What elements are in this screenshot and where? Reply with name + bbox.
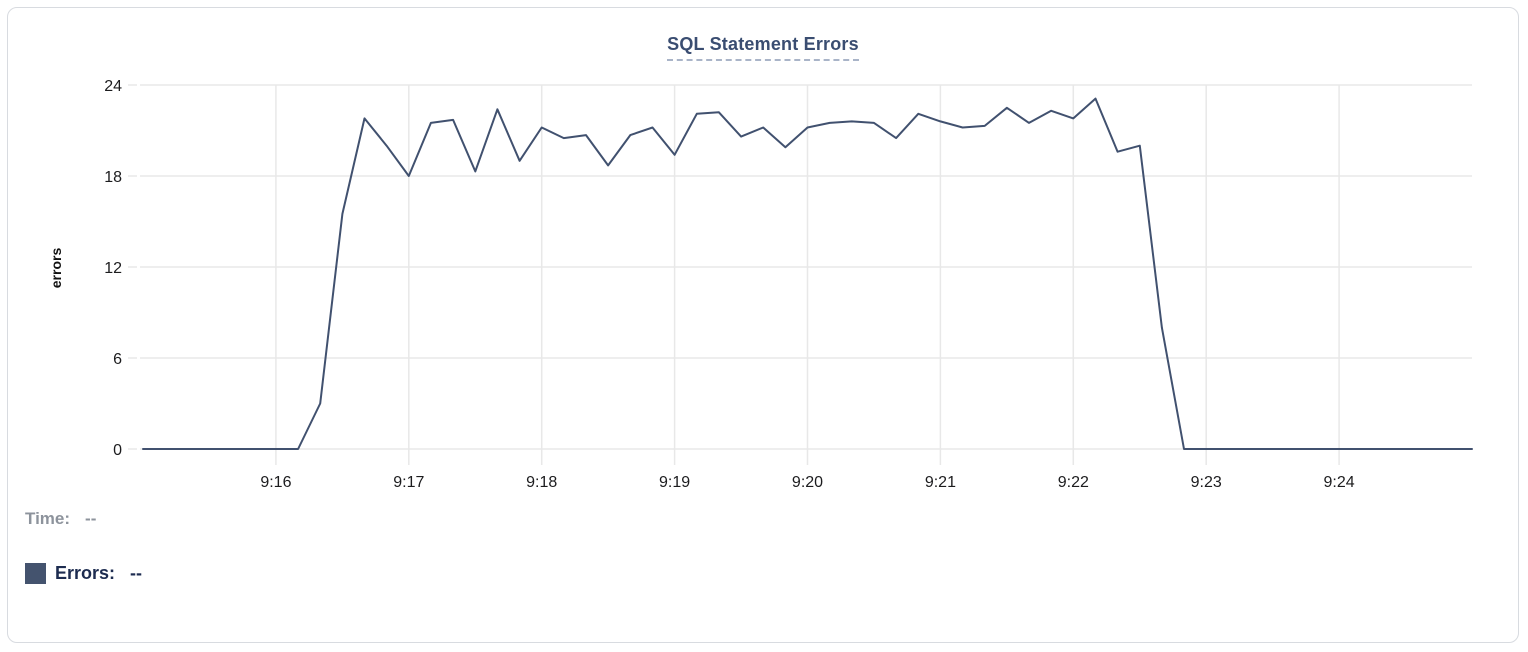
y-tick-label: 0 — [113, 442, 122, 459]
tooltip-time-value: -- — [85, 509, 97, 528]
tooltip-errors-value: -- — [130, 563, 143, 583]
x-tick-label: 9:23 — [1191, 474, 1222, 491]
x-tick-label: 9:17 — [393, 474, 424, 491]
x-tick-label: 9:21 — [925, 474, 956, 491]
x-tick-label: 9:22 — [1058, 474, 1089, 491]
tooltip-time-row: Time: -- — [25, 509, 96, 529]
y-tick-label: 24 — [104, 78, 122, 95]
x-tick-label: 9:20 — [792, 474, 823, 491]
x-tick-label: 9:18 — [526, 474, 557, 491]
y-tick-label: 12 — [104, 260, 122, 277]
legend-errors-label: Errors: — [55, 563, 116, 583]
x-tick-label: 9:16 — [260, 474, 291, 491]
chart-header: SQL Statement Errors — [8, 34, 1518, 61]
errors-series-swatch — [25, 563, 46, 584]
errors-line[interactable] — [142, 97, 1473, 450]
x-tick-label: 9:19 — [659, 474, 690, 491]
x-tick-label: 9:24 — [1324, 474, 1355, 491]
tooltip-time-label: Time: — [25, 509, 71, 528]
y-tick-label: 18 — [104, 169, 122, 186]
chart-card: SQL Statement Errors errors 0 6 12 18 24 9:16… — [7, 7, 1519, 643]
errors-chart-svg[interactable]: 0 6 12 18 24 9:16 9:17 9:18 9:19 9:20 9:21 9:22 9:23… — [8, 8, 1520, 508]
chart-title[interactable]: SQL Statement Errors — [667, 34, 859, 61]
y-tick-label: 6 — [113, 351, 122, 368]
legend-errors-row[interactable]: Errors: -- — [25, 563, 142, 584]
